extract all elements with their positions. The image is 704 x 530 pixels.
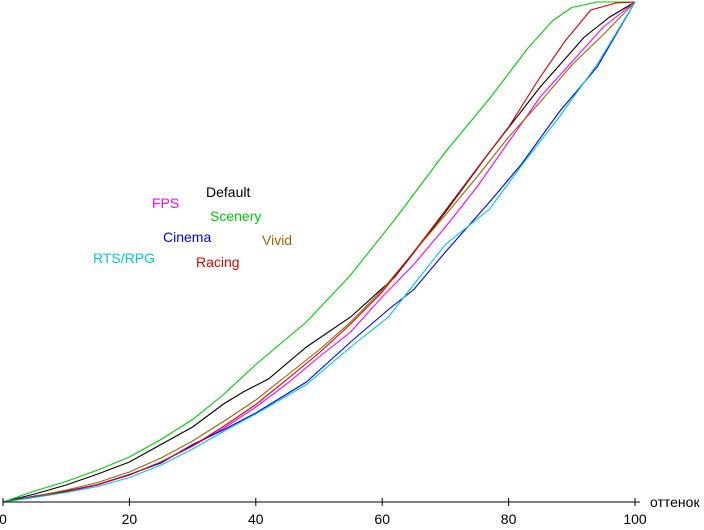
x-tick-label: 80 <box>501 511 517 527</box>
series-line-vivid <box>2 1 636 503</box>
legend-label-default: Default <box>206 184 250 200</box>
series-line-default <box>2 1 636 503</box>
tick-layer: 0 20 40 60 80 100 <box>0 498 647 527</box>
series-layer <box>2 1 636 503</box>
series-line-racing <box>2 1 636 503</box>
legend-label-scenery: Scenery <box>210 208 261 224</box>
x-tick-label: 20 <box>122 511 138 527</box>
x-tick-label: 0 <box>0 511 7 527</box>
legend-label-rts-rpg: RTS/RPG <box>93 250 155 266</box>
x-tick-label: 60 <box>374 511 390 527</box>
series-line-scenery <box>2 1 635 503</box>
legend-label-fps: FPS <box>152 195 179 211</box>
x-tick-label: 40 <box>248 511 264 527</box>
x-tick-label: 100 <box>623 511 647 527</box>
series-line-rts-rpg <box>2 1 636 503</box>
legend-label-racing: Racing <box>196 254 240 270</box>
x-axis-label: оттенок <box>650 494 700 510</box>
legend-label-vivid: Vivid <box>262 232 292 248</box>
legend: Default FPS Scenery Cinema Vivid Racing RTS/RP… <box>93 184 292 270</box>
legend-label-cinema: Cinema <box>163 229 211 245</box>
